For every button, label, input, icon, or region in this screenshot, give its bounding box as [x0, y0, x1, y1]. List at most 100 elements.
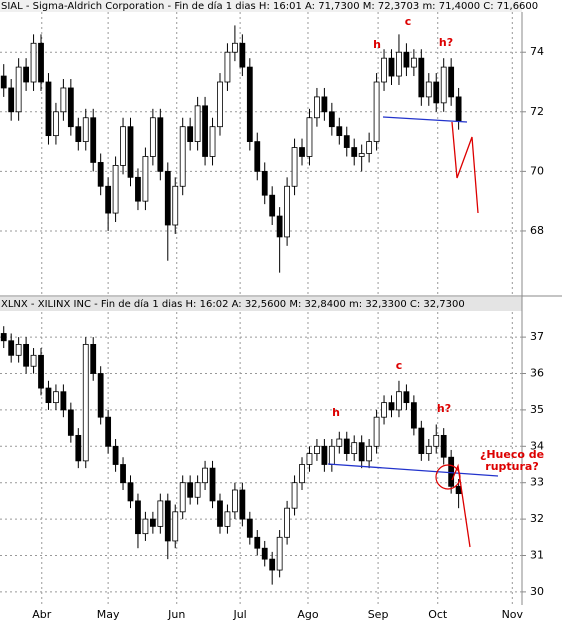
candle-body	[291, 482, 298, 509]
candle-body	[135, 176, 141, 202]
candle-body	[448, 66, 455, 98]
candle-body	[202, 467, 208, 484]
candle-body	[381, 57, 387, 83]
chart-title: SIAL - Sigma-Aldrich Corporation - Fin d…	[1, 0, 538, 12]
annotation: h	[332, 406, 340, 419]
candle-body	[172, 511, 179, 542]
candle-body	[321, 445, 328, 465]
candle-body	[239, 42, 246, 68]
candle-body	[299, 464, 305, 484]
candle-body	[38, 354, 44, 389]
candle-body	[23, 66, 30, 83]
candle-body	[351, 442, 358, 454]
candle-body	[187, 126, 194, 142]
candle-body	[269, 558, 276, 571]
annotation: ¿Hueco de	[480, 448, 544, 461]
annotation: h?	[437, 402, 451, 415]
arrow-path	[451, 463, 471, 548]
candle-body	[455, 485, 462, 495]
candle-body	[291, 147, 298, 187]
candle-body	[261, 547, 268, 560]
neckline	[382, 116, 468, 123]
y-tick-label: 74	[530, 45, 544, 58]
candle-body	[231, 42, 238, 53]
candle-body	[358, 442, 365, 462]
candle-body	[202, 105, 208, 157]
candle-body	[455, 96, 462, 122]
candle-body	[30, 354, 37, 367]
candle-body	[90, 117, 97, 163]
candle-body	[403, 391, 410, 404]
candle-body	[187, 482, 194, 498]
x-tick-label: Jul	[232, 608, 246, 621]
candle-body	[127, 482, 134, 502]
candle-body	[142, 518, 149, 535]
candle-body	[194, 482, 201, 498]
candle-body	[306, 117, 313, 157]
candle-body	[358, 153, 365, 157]
candle-body	[433, 434, 440, 447]
candle-body	[105, 416, 112, 447]
candle-body	[448, 456, 455, 487]
candle-body	[388, 402, 395, 411]
candle-body	[314, 96, 320, 119]
candle-body	[8, 87, 15, 113]
candle-body	[179, 482, 186, 513]
y-tick-label: 32	[530, 512, 544, 525]
candle-body	[30, 42, 37, 83]
drawings	[327, 116, 499, 548]
candle-body	[231, 489, 238, 513]
candle-body	[15, 66, 22, 113]
title-bar	[0, 297, 522, 311]
x-tick-label: Jun	[167, 608, 185, 621]
y-tick-label: 70	[530, 164, 544, 177]
candle-body	[194, 105, 201, 142]
candle-body	[343, 438, 350, 454]
candle-body	[149, 117, 156, 157]
candle-body	[38, 42, 44, 83]
candle-body	[217, 81, 223, 128]
candle-body	[321, 96, 328, 113]
plot-layer: SIAL - Sigma-Aldrich Corporation - Fin d…	[0, 0, 544, 621]
candle-body	[254, 536, 261, 549]
candle-body	[396, 51, 402, 77]
x-tick-label: Nov	[502, 608, 524, 621]
candle-body	[179, 126, 186, 187]
candle-body	[306, 453, 313, 465]
candle-body	[425, 81, 432, 98]
candle-body	[396, 391, 402, 411]
y-tick-label: 36	[530, 367, 544, 380]
annotation: h	[373, 38, 381, 51]
chart-title: XLNX - XILINX INC - Fin de día 1 dias H:…	[1, 298, 465, 310]
candle-body	[336, 438, 343, 447]
candle-body	[0, 75, 7, 89]
candle-body	[410, 402, 417, 429]
neckline	[327, 463, 499, 477]
candle-body	[246, 66, 253, 142]
candle-body	[373, 81, 380, 142]
y-tick-label: 72	[530, 105, 544, 118]
candle-body	[112, 445, 119, 465]
candle-body	[299, 147, 305, 157]
candle-body	[403, 51, 410, 68]
candle-body	[209, 126, 216, 157]
candle-body	[366, 141, 373, 154]
annotation: h?	[439, 36, 453, 49]
candle-body	[135, 500, 141, 535]
y-tick-label: 30	[530, 585, 544, 598]
candle-body	[410, 57, 417, 68]
candle-body	[105, 185, 112, 214]
candle-body	[440, 434, 447, 458]
candle-body	[120, 464, 126, 484]
x-tick-label: Oct	[428, 608, 448, 621]
candle-body	[97, 373, 104, 418]
candle-body	[53, 111, 59, 137]
candle-body	[284, 507, 291, 538]
candle-body	[0, 333, 7, 342]
candle-body	[381, 402, 387, 418]
candle-body	[328, 111, 335, 128]
candle-body	[157, 500, 164, 527]
candle-body	[45, 81, 52, 137]
candle-body	[246, 518, 253, 538]
